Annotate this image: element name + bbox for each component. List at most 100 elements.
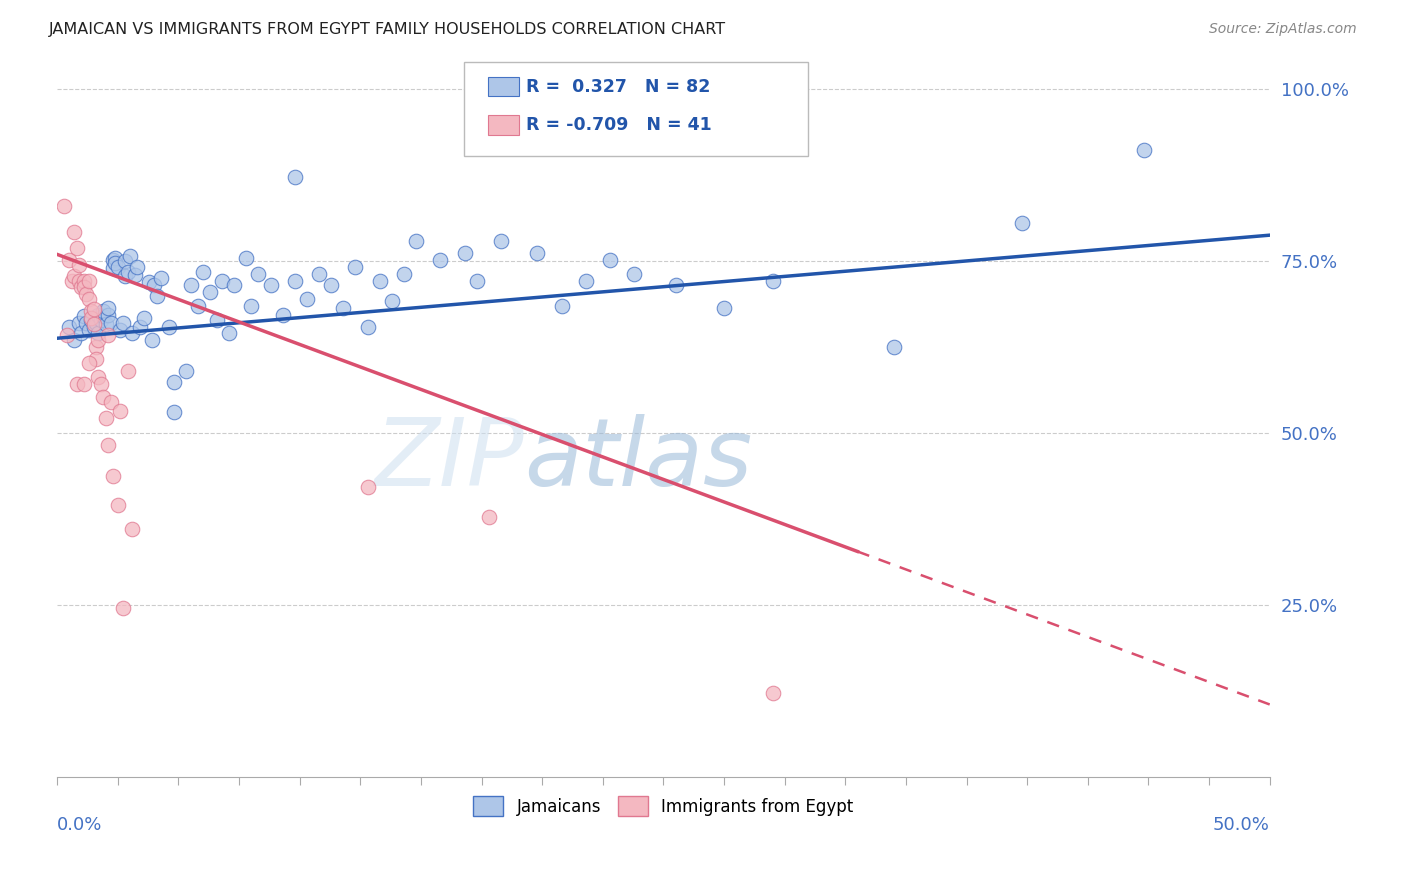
Point (211, 273, 233, 287)
Point (101, 261, 124, 276)
Point (67, 273, 90, 287)
Point (405, 234, 427, 248)
Point (80, 303, 103, 318)
Point (550, 299, 572, 313)
Point (77, 273, 100, 287)
Point (87, 308, 110, 322)
Point (114, 254, 136, 268)
Point (121, 326, 143, 341)
Point (97, 301, 120, 315)
Point (70, 326, 93, 341)
Point (84, 316, 107, 330)
Point (143, 278, 166, 293)
Point (58, 252, 80, 267)
Point (308, 267, 330, 281)
Point (84, 340, 107, 354)
Point (128, 319, 150, 334)
Legend: Jamaicans, Immigrants from Egypt: Jamaicans, Immigrants from Egypt (467, 789, 860, 822)
Point (174, 364, 197, 378)
Point (191, 264, 214, 278)
Point (259, 278, 281, 293)
Point (104, 251, 127, 265)
Point (118, 249, 141, 263)
Point (664, 278, 686, 293)
Point (84, 351, 107, 366)
Point (478, 509, 501, 524)
Point (271, 308, 294, 322)
Point (91, 303, 114, 318)
Point (127, 260, 149, 274)
Point (526, 246, 548, 260)
Point (101, 252, 124, 267)
Point (344, 260, 367, 274)
Point (392, 267, 415, 281)
Point (65, 241, 87, 255)
Point (599, 252, 621, 267)
Point (75, 287, 97, 301)
Point (117, 264, 139, 278)
Point (73, 310, 96, 324)
Text: 50.0%: 50.0% (1213, 816, 1270, 834)
Point (465, 273, 488, 287)
Point (107, 260, 129, 274)
Point (284, 170, 307, 185)
Point (489, 234, 512, 248)
Point (80, 312, 103, 326)
Point (100, 316, 122, 330)
Point (134, 310, 156, 325)
Point (207, 312, 229, 326)
Point (235, 251, 257, 265)
Point (218, 326, 240, 341)
Point (63, 226, 86, 240)
Point (368, 273, 391, 287)
Point (77, 292, 100, 306)
Text: ZIP: ZIP (374, 414, 524, 505)
Point (356, 319, 378, 334)
Point (883, 340, 905, 354)
Point (77, 356, 100, 370)
Point (1132, 143, 1154, 157)
Point (295, 292, 318, 306)
Point (70, 280, 93, 294)
Text: Source: ZipAtlas.com: Source: ZipAtlas.com (1209, 22, 1357, 37)
Point (53, 199, 76, 213)
Point (90, 376, 112, 391)
Point (761, 273, 783, 287)
Point (284, 273, 307, 287)
Point (145, 288, 167, 302)
Point (97, 308, 120, 322)
Point (56, 328, 79, 343)
Point (111, 316, 134, 330)
Point (73, 273, 96, 287)
Point (90, 312, 112, 326)
Point (83, 319, 105, 334)
Point (321, 278, 343, 293)
Point (97, 438, 120, 452)
Point (67, 258, 90, 272)
Point (91, 310, 114, 324)
Point (104, 255, 127, 269)
Point (121, 522, 143, 536)
Text: 0.0%: 0.0% (58, 816, 103, 834)
Point (77, 323, 100, 337)
Point (124, 268, 146, 282)
Point (73, 376, 96, 391)
Point (623, 267, 645, 281)
Point (87, 369, 110, 384)
Point (58, 319, 80, 334)
Point (107, 498, 129, 512)
Point (87, 333, 110, 347)
Point (83, 318, 105, 332)
Point (713, 301, 735, 315)
Point (94, 411, 117, 425)
Point (94, 318, 117, 332)
Point (111, 601, 134, 615)
Point (180, 278, 202, 293)
Point (141, 333, 163, 347)
Text: R =  0.327   N = 82: R = 0.327 N = 82 (526, 78, 710, 95)
Point (101, 468, 124, 483)
Point (150, 271, 173, 285)
Point (114, 269, 136, 284)
Point (60, 273, 83, 287)
Point (429, 252, 451, 267)
